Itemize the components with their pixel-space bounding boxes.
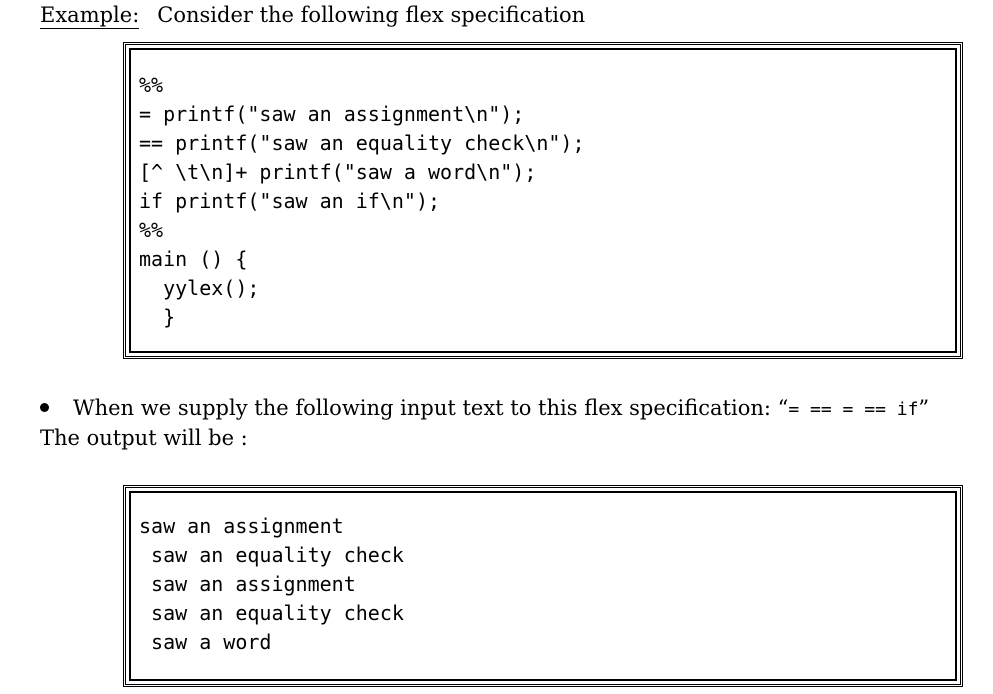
code-line: }	[139, 305, 176, 329]
code-line: yylex();	[139, 276, 260, 300]
flex-spec-box	[123, 42, 963, 359]
output-box	[123, 485, 963, 687]
output-text: saw an assignment saw an equality check …	[139, 512, 404, 657]
bullet-item: When we supply the following input text …	[40, 394, 929, 424]
output-box-inner-frame	[129, 491, 957, 681]
bullet-text: When we supply the following input text …	[73, 396, 789, 420]
output-line: saw an equality check	[139, 601, 404, 625]
output-line: saw an assignment	[139, 514, 344, 538]
output-line: saw an equality check	[139, 543, 404, 567]
output-line: saw an assignment	[139, 572, 356, 596]
example-label: Example:	[40, 3, 140, 29]
code-line: if printf("saw an if\n");	[139, 189, 441, 213]
code-line: main () {	[139, 247, 248, 271]
input-text-sample: = == = == if	[788, 399, 919, 420]
code-line: == printf("saw an equality check\n");	[139, 131, 585, 155]
code-line: %%	[139, 218, 164, 242]
close-quote: ”	[918, 396, 930, 420]
code-line: %%	[139, 73, 164, 97]
example-heading: Example: Consider the following flex spec…	[40, 2, 585, 29]
code-line: = printf("saw an assignment\n");	[139, 102, 525, 126]
flex-spec-code: %% = printf("saw an assignment\n"); == p…	[139, 71, 585, 332]
bullet-icon	[40, 403, 49, 412]
output-line: saw a word	[139, 630, 272, 654]
code-line: [^ \t\n]+ printf("saw a word\n");	[139, 160, 537, 184]
output-intro-text: The output will be :	[40, 426, 248, 450]
example-description: Consider the following flex specificatio…	[157, 3, 586, 27]
flex-spec-box-inner-frame	[129, 48, 957, 353]
